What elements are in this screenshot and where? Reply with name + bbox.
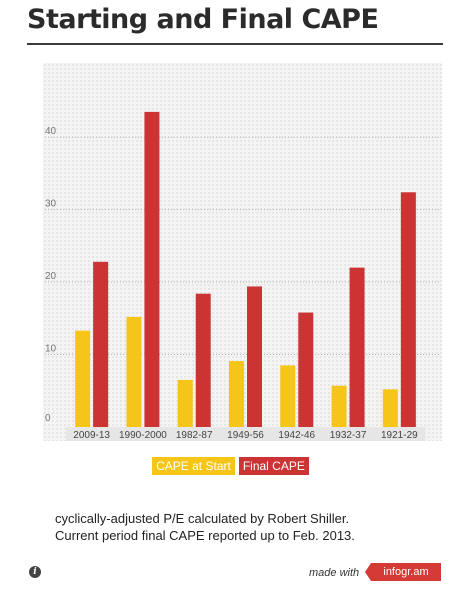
bar-cape-start [331,385,347,427]
legend-item-final[interactable]: Final CAPE [238,457,309,475]
bar-cape-start [229,361,244,427]
legend-item-start[interactable]: CAPE at Start [152,457,235,475]
bar-final-cape [298,312,314,427]
bar-cape-start [177,379,193,427]
x-tick-label: 1921-29 [381,430,418,441]
chart-title: Starting and Final CAPE [27,4,379,35]
y-tick-label: 40 [45,126,57,137]
bar-final-cape [400,192,416,427]
x-tick-label: 1932-37 [330,430,367,441]
bar-final-cape [93,261,109,427]
bar-final-cape [247,286,262,427]
bar-final-cape [349,267,365,427]
y-tick-label: 30 [45,199,57,210]
x-tick-label: 1942-46 [278,430,315,441]
footnote-line-2: Current period final CAPE reported up to… [55,528,355,543]
x-tick-label: 1982-87 [176,430,213,441]
y-tick-label: 0 [45,413,51,424]
x-tick-label: 1949-56 [227,430,264,441]
y-tick-label: 10 [45,344,57,355]
bar-cape-start [382,389,398,427]
legend: CAPE at Start Final CAPE [0,457,461,475]
y-tick-label: 20 [45,271,57,282]
title-rule [27,43,443,45]
x-axis-band [66,427,425,441]
infogram-logo-link[interactable]: infogr.am [365,563,441,581]
x-tick-label: 2009-13 [73,430,110,441]
bar-final-cape [195,293,211,427]
bar-final-cape [144,111,160,427]
bar-cape-start [75,330,91,427]
x-tick-label: 1990-2000 [119,430,167,441]
footnote: cyclically-adjusted P/E calculated by Ro… [55,510,355,544]
info-icon[interactable]: i [29,566,41,578]
made-with-label: made with [309,567,360,579]
bar-cape-start [280,365,296,427]
footnote-line-1: cyclically-adjusted P/E calculated by Ro… [55,511,350,526]
bar-cape-start [126,316,142,427]
